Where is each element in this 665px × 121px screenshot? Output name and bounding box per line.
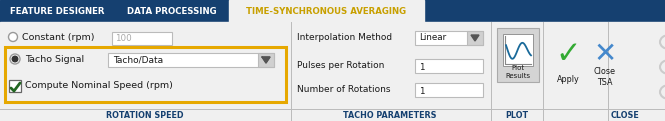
Text: Linear: Linear (419, 34, 446, 42)
Bar (229, 0, 424, 22)
Text: ✓: ✓ (555, 39, 581, 68)
Bar (108, 53, 274, 67)
Circle shape (9, 33, 17, 42)
Text: 1: 1 (419, 63, 424, 72)
Text: Interpolation Method: Interpolation Method (297, 33, 392, 42)
Polygon shape (471, 35, 479, 41)
Text: 100: 100 (115, 34, 132, 43)
Text: TIME-SYNCHRONOUS AVERAGING: TIME-SYNCHRONOUS AVERAGING (247, 7, 406, 15)
Bar (9, 80, 21, 92)
Bar (415, 31, 483, 45)
Text: ✕: ✕ (593, 40, 616, 68)
Bar (467, 31, 483, 45)
Polygon shape (262, 57, 270, 63)
Text: ROTATION SPEED: ROTATION SPEED (106, 110, 184, 120)
Text: Constant (rpm): Constant (rpm) (22, 33, 94, 42)
Bar (0, 22, 665, 121)
Circle shape (12, 56, 18, 62)
Circle shape (10, 54, 20, 64)
Bar (0, 0, 665, 22)
Text: PLOT: PLOT (505, 110, 529, 120)
Text: Apply: Apply (557, 76, 579, 84)
Text: Tacho/Data: Tacho/Data (113, 56, 163, 64)
Bar (5, 47, 286, 102)
Text: Compute Nominal Speed (rpm): Compute Nominal Speed (rpm) (25, 82, 173, 91)
Text: Tacho Signal: Tacho Signal (25, 54, 84, 64)
Bar (497, 28, 539, 82)
Text: FEATURE DESIGNER: FEATURE DESIGNER (10, 7, 105, 15)
Bar (503, 34, 533, 66)
Bar (258, 53, 274, 67)
Text: Pulses per Rotation: Pulses per Rotation (297, 60, 384, 69)
Text: CLOSE: CLOSE (610, 110, 639, 120)
Bar (112, 32, 172, 45)
Text: TACHO PARAMETERS: TACHO PARAMETERS (343, 110, 437, 120)
Text: Number of Rotations: Number of Rotations (297, 84, 390, 94)
Text: Close
TSA: Close TSA (594, 67, 616, 87)
Bar (415, 83, 483, 97)
Text: 1: 1 (419, 87, 424, 95)
Text: DATA PROCESSING: DATA PROCESSING (127, 7, 217, 15)
Text: Plot
Results: Plot Results (505, 65, 531, 79)
Bar (415, 59, 483, 73)
